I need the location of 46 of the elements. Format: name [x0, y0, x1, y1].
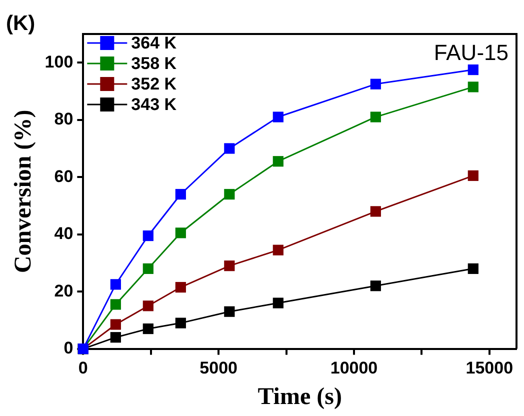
point — [175, 188, 186, 200]
legend-label: 343 K — [131, 95, 178, 114]
point — [110, 332, 121, 343]
point — [110, 279, 121, 290]
point — [468, 170, 478, 181]
y-tick-label: 40 — [54, 224, 74, 244]
point — [224, 260, 235, 272]
point — [142, 230, 154, 242]
y-axis-title: Conversion (%) — [10, 110, 37, 274]
x-tick-label: 0 — [78, 358, 88, 378]
point — [224, 143, 235, 154]
y-tick-label: 60 — [54, 166, 74, 186]
point — [370, 112, 381, 122]
annotation: FAU-15 — [434, 40, 508, 65]
point — [272, 112, 284, 122]
point — [370, 280, 381, 292]
x-axis-title: Time (s) — [258, 384, 342, 410]
legend-label: 364 K — [131, 34, 178, 53]
point — [110, 299, 121, 310]
point — [468, 64, 478, 76]
point — [142, 263, 154, 274]
x-tick-label: 10000 — [330, 358, 378, 378]
point — [142, 300, 154, 312]
y-tick-label: 0 — [64, 338, 74, 358]
point — [370, 78, 381, 90]
point — [272, 156, 284, 167]
legend-label: 358 K — [131, 54, 178, 74]
point — [468, 82, 478, 92]
y-tick-label: 80 — [54, 110, 74, 129]
point — [272, 298, 284, 308]
point — [272, 244, 284, 256]
legend-label: 352 K — [131, 74, 178, 94]
point — [175, 228, 186, 238]
x-tick-label: 15000 — [466, 358, 514, 378]
point — [142, 323, 154, 334]
point — [175, 318, 186, 328]
point — [110, 319, 121, 330]
point — [370, 206, 381, 217]
y-tick-label: 100 — [44, 52, 74, 72]
point — [224, 306, 235, 317]
point — [468, 263, 478, 274]
y-tick-label: 20 — [54, 281, 74, 300]
point — [175, 282, 186, 293]
x-tick-label: 5000 — [200, 358, 238, 378]
text: (K) — [6, 12, 36, 35]
point — [224, 188, 235, 200]
